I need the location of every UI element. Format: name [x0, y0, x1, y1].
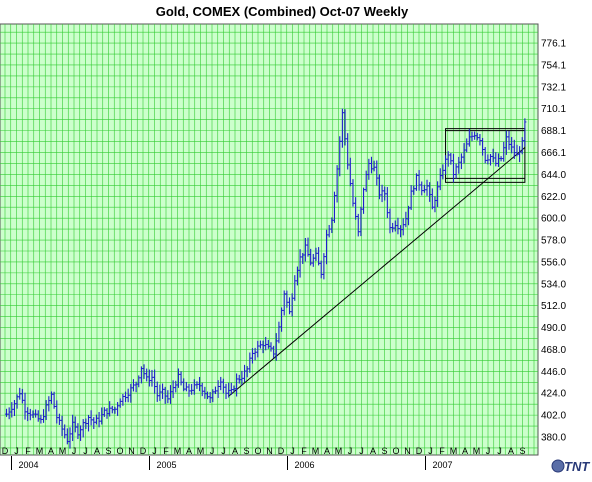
y-tick-label: 402.0: [541, 411, 566, 422]
x-month-label: A: [324, 446, 330, 456]
y-tick-label: 666.1: [541, 148, 566, 159]
y-tick-label: 776.1: [541, 39, 566, 50]
x-month-label: J: [221, 446, 226, 456]
x-month-label: M: [174, 446, 182, 456]
logo-text: TNT: [564, 459, 590, 474]
x-month-label: F: [301, 446, 307, 456]
x-month-label: F: [439, 446, 445, 456]
x-month-label: N: [128, 446, 135, 456]
y-tick-label: 732.1: [541, 82, 566, 93]
x-month-label: D: [2, 446, 9, 456]
x-month-label: O: [116, 446, 123, 456]
x-month-label: J: [486, 446, 491, 456]
y-tick-label: 490.0: [541, 323, 566, 334]
x-month-label: A: [370, 446, 376, 456]
y-tick-label: 578.0: [541, 236, 566, 247]
x-month-label: M: [450, 446, 458, 456]
x-month-label: A: [508, 446, 514, 456]
ohlc-bar: [523, 118, 527, 147]
x-month-label: J: [428, 446, 433, 456]
x-month-label: A: [186, 446, 192, 456]
x-month-label: A: [94, 446, 100, 456]
tnt-logo: TNT: [548, 455, 592, 477]
y-tick-label: 688.1: [541, 126, 566, 137]
x-month-label: S: [105, 446, 111, 456]
x-month-label: D: [140, 446, 147, 456]
y-tick-label: 644.0: [541, 170, 566, 181]
x-month-label: O: [254, 446, 261, 456]
y-tick-label: 710.1: [541, 104, 566, 115]
x-year-label: 2006: [295, 460, 315, 470]
x-month-label: F: [25, 446, 31, 456]
x-month-label: M: [335, 446, 343, 456]
x-month-label: M: [473, 446, 481, 456]
plot-area: [0, 23, 539, 456]
y-tick-label: 380.0: [541, 433, 566, 444]
y-tick-label: 534.0: [541, 279, 566, 290]
x-month-label: J: [497, 446, 502, 456]
x-month-label: J: [83, 446, 88, 456]
y-tick-label: 754.1: [541, 60, 566, 71]
x-month-label: M: [59, 446, 67, 456]
logo-globe-icon: [551, 459, 565, 473]
x-month-label: J: [152, 446, 157, 456]
y-tick-label: 468.0: [541, 345, 566, 356]
x-month-label: F: [163, 446, 169, 456]
x-month-label: N: [266, 446, 273, 456]
x-month-label: M: [312, 446, 320, 456]
x-month-label: M: [197, 446, 205, 456]
y-tick-label: 556.0: [541, 257, 566, 268]
x-year-label: 2007: [433, 460, 453, 470]
x-month-label: A: [232, 446, 238, 456]
y-tick-label: 600.0: [541, 214, 566, 225]
x-month-label: N: [404, 446, 411, 456]
x-month-label: A: [48, 446, 54, 456]
y-tick-label: 512.0: [541, 301, 566, 312]
x-month-label: J: [348, 446, 353, 456]
x-year-label: 2005: [157, 460, 177, 470]
x-month-label: S: [243, 446, 249, 456]
x-month-label: O: [392, 446, 399, 456]
x-month-label: M: [36, 446, 44, 456]
x-month-label: D: [416, 446, 423, 456]
x-month-label: J: [210, 446, 215, 456]
x-month-label: J: [14, 446, 19, 456]
y-tick-label: 446.0: [541, 367, 566, 378]
y-tick-label: 622.0: [541, 192, 566, 203]
x-month-label: S: [381, 446, 387, 456]
x-month-label: A: [462, 446, 468, 456]
x-month-label: J: [72, 446, 77, 456]
x-year-label: 2004: [19, 460, 39, 470]
x-month-label: J: [359, 446, 364, 456]
x-month-label: S: [519, 446, 525, 456]
x-month-label: D: [278, 446, 285, 456]
y-tick-label: 424.0: [541, 389, 566, 400]
trendline: [228, 147, 526, 397]
chart-title: Gold, COMEX (Combined) Oct-07 Weekly: [156, 4, 409, 19]
x-month-label: J: [290, 446, 295, 456]
